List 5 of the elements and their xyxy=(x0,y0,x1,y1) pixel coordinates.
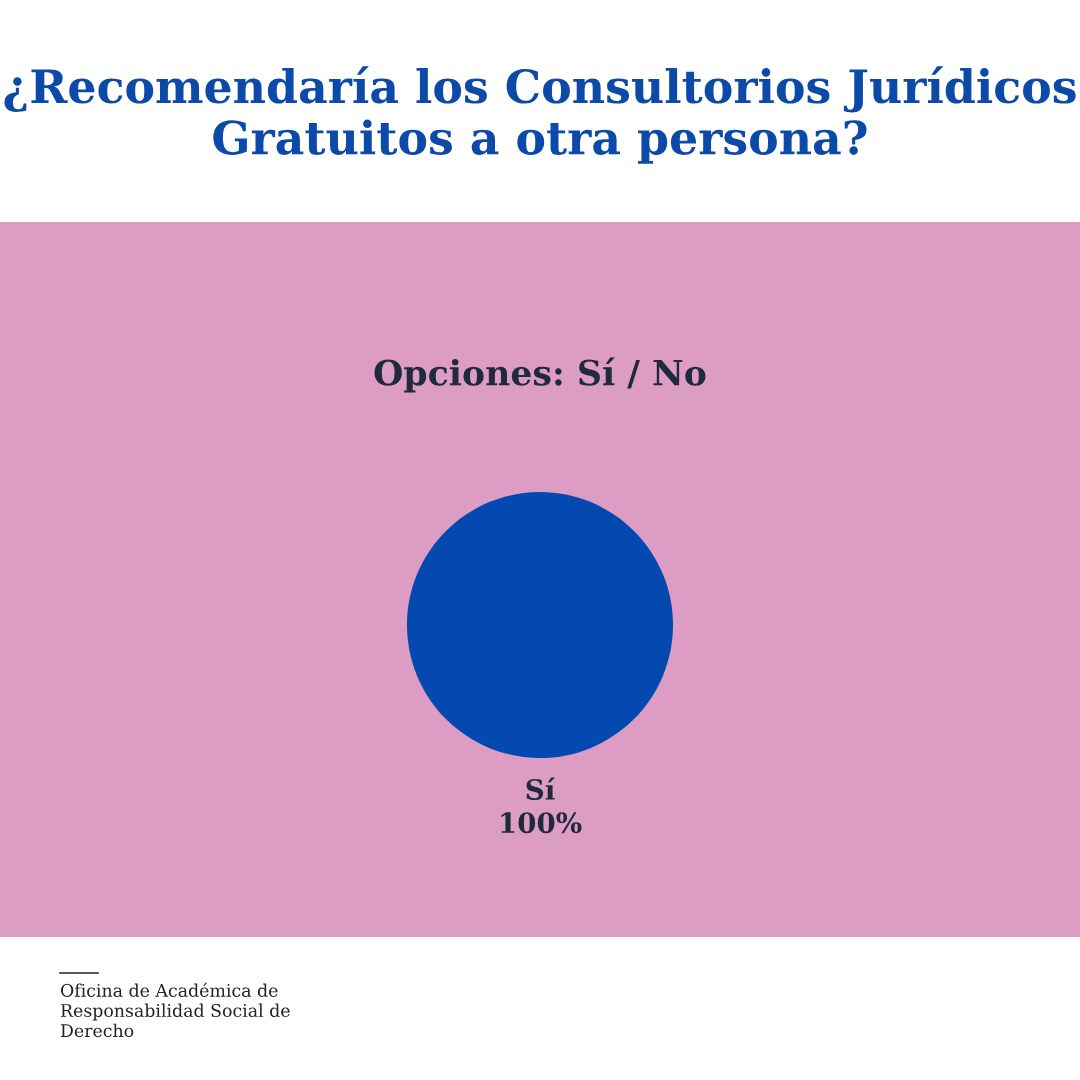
data-label: 100% xyxy=(501,812,582,834)
chart-title: ¿Recomendaría los Consultorios Jurídicos Gratuitos a otra persona? xyxy=(4,66,1076,164)
text: Oficina de Académica de Responsabilidad Social de Derecho xyxy=(60,982,290,1038)
slice-label: Sí xyxy=(526,777,556,800)
chart-subtitle: Opciones: Sí / No xyxy=(374,357,706,393)
